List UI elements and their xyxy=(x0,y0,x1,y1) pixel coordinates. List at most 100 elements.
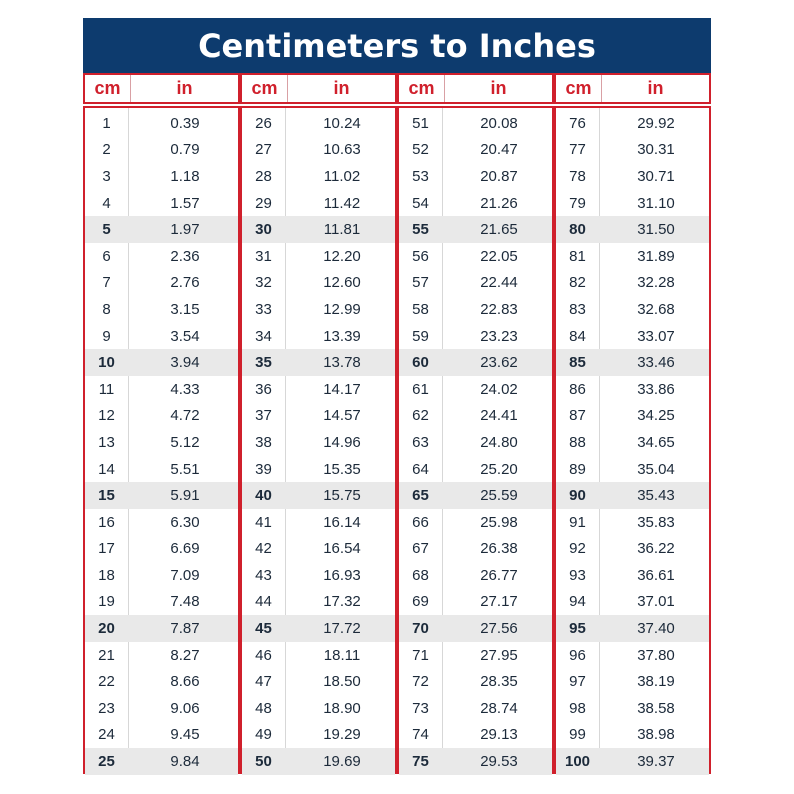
cm-value: 91 xyxy=(569,513,586,531)
cm-value: 72 xyxy=(412,673,429,691)
table-row: 65 25.59 xyxy=(399,482,552,509)
header-cm: cm xyxy=(556,75,602,102)
inch-value: 36.61 xyxy=(637,566,675,584)
inch-value: 9.45 xyxy=(170,726,200,744)
table-row: 27 10.63 xyxy=(242,137,395,164)
table-row: 48 18.90 xyxy=(242,695,395,722)
table-row: 32 12.60 xyxy=(242,270,395,297)
inch-value: 27.17 xyxy=(480,593,518,611)
table-row: 71 27.95 xyxy=(399,642,552,669)
table-row: 8 3.15 xyxy=(85,296,238,323)
table-row: 47 18.50 xyxy=(242,668,395,695)
inch-value: 7.48 xyxy=(170,593,200,611)
inch-value: 20.87 xyxy=(480,167,518,185)
table-row: 78 30.71 xyxy=(556,163,709,190)
column-body: 26 10.24 27 10.63 28 11.02 29 11.42 30 11.81 31 12.… xyxy=(240,106,397,775)
inch-value: 27.56 xyxy=(480,620,518,638)
table-row: 1 0.39 xyxy=(85,110,238,137)
table-row: 35 13.78 xyxy=(242,349,395,376)
cm-value: 40 xyxy=(255,487,272,505)
table-row: 100 39.37 xyxy=(556,748,709,775)
table-row: 22 8.66 xyxy=(85,668,238,695)
inch-value: 5.91 xyxy=(170,487,200,505)
inch-value: 22.05 xyxy=(480,247,518,265)
table-row: 16 6.30 xyxy=(85,509,238,536)
cm-value: 38 xyxy=(255,433,272,451)
cm-value: 54 xyxy=(412,194,429,212)
inch-value: 15.75 xyxy=(323,487,361,505)
inch-value: 35.04 xyxy=(637,460,675,478)
table-row: 40 15.75 xyxy=(242,482,395,509)
table-row: 15 5.91 xyxy=(85,482,238,509)
cm-value: 52 xyxy=(412,141,429,159)
cm-value: 96 xyxy=(569,646,586,664)
inch-value: 10.63 xyxy=(323,141,361,159)
table-row: 46 18.11 xyxy=(242,642,395,669)
cm-value: 76 xyxy=(569,114,586,132)
table-row: 75 29.53 xyxy=(399,748,552,775)
cm-value: 12 xyxy=(98,407,115,425)
inch-value: 32.68 xyxy=(637,300,675,318)
inch-value: 11.42 xyxy=(323,194,361,212)
table-row: 24 9.45 xyxy=(85,722,238,749)
inch-value: 21.65 xyxy=(480,221,518,239)
cm-value: 100 xyxy=(564,753,591,771)
inch-value: 32.28 xyxy=(637,274,675,292)
table-row: 11 4.33 xyxy=(85,376,238,403)
cm-value: 22 xyxy=(98,673,115,691)
cm-value: 98 xyxy=(569,699,586,717)
inch-value: 16.14 xyxy=(323,513,361,531)
cm-value: 85 xyxy=(569,354,586,372)
inch-value: 5.51 xyxy=(170,460,200,478)
table-row: 60 23.62 xyxy=(399,349,552,376)
inch-value: 25.98 xyxy=(480,513,518,531)
table-row: 94 37.01 xyxy=(556,589,709,616)
cm-value: 95 xyxy=(569,620,586,638)
inch-value: 13.78 xyxy=(323,354,361,372)
cm-value: 56 xyxy=(412,247,429,265)
inch-value: 11.02 xyxy=(323,167,361,185)
cm-value: 74 xyxy=(412,726,429,744)
cm-value: 71 xyxy=(412,646,429,664)
table-row: 13 5.12 xyxy=(85,429,238,456)
table-row: 61 24.02 xyxy=(399,376,552,403)
inch-value: 38.19 xyxy=(637,673,675,691)
inch-value: 36.22 xyxy=(637,540,675,558)
cm-value: 49 xyxy=(255,726,272,744)
cm-value: 8 xyxy=(102,300,111,318)
table-row: 97 38.19 xyxy=(556,668,709,695)
cm-value: 26 xyxy=(255,114,272,132)
cm-value: 93 xyxy=(569,566,586,584)
table-row: 77 30.31 xyxy=(556,137,709,164)
inch-value: 6.30 xyxy=(170,513,200,531)
inch-value: 12.20 xyxy=(323,247,361,265)
cm-value: 11 xyxy=(98,380,115,398)
table-row: 93 36.61 xyxy=(556,562,709,589)
inch-value: 24.80 xyxy=(480,433,518,451)
table-row: 9 3.54 xyxy=(85,323,238,350)
inch-value: 8.27 xyxy=(170,646,200,664)
table-row: 34 13.39 xyxy=(242,323,395,350)
table-row: 6 2.36 xyxy=(85,243,238,270)
column-header: cm in xyxy=(240,73,397,104)
inch-value: 9.84 xyxy=(170,753,200,771)
cm-value: 45 xyxy=(255,620,272,638)
table-row: 10 3.94 xyxy=(85,349,238,376)
table-row: 51 20.08 xyxy=(399,110,552,137)
table-row: 79 31.10 xyxy=(556,190,709,217)
inch-value: 8.66 xyxy=(170,673,200,691)
inch-value: 28.35 xyxy=(480,673,518,691)
inch-value: 34.25 xyxy=(637,407,675,425)
conversion-table: cm in 1 0.39 2 0.79 3 1.18 4 1.57 5 1.97 6 2.36 7 2.76 8… xyxy=(83,73,711,775)
inch-value: 23.23 xyxy=(480,327,518,345)
header-in: in xyxy=(647,78,664,98)
inch-value: 23.62 xyxy=(480,354,518,372)
inch-value: 30.71 xyxy=(637,167,675,185)
inch-value: 17.32 xyxy=(323,593,361,611)
table-row: 91 35.83 xyxy=(556,509,709,536)
inch-value: 14.57 xyxy=(323,407,361,425)
cm-value: 90 xyxy=(569,487,586,505)
inch-value: 19.69 xyxy=(323,753,361,771)
cm-value: 7 xyxy=(102,274,111,292)
table-row: 76 29.92 xyxy=(556,110,709,137)
